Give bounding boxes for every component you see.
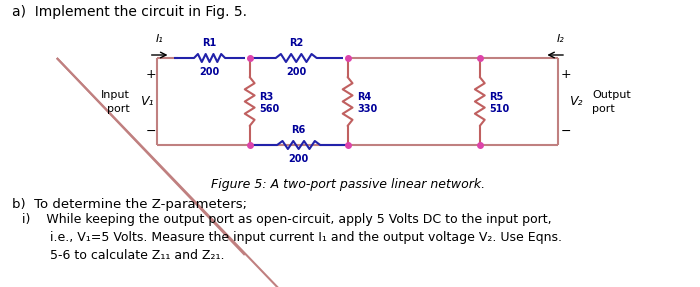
Text: 200: 200	[286, 67, 307, 77]
Text: I₁: I₁	[155, 34, 164, 44]
Text: R2: R2	[289, 38, 303, 48]
Text: R5: R5	[489, 92, 504, 102]
Text: 560: 560	[260, 104, 280, 113]
Text: a)  Implement the circuit in Fig. 5.: a) Implement the circuit in Fig. 5.	[12, 5, 247, 19]
Text: port: port	[592, 104, 615, 115]
Text: b)  To determine the Z-parameters;: b) To determine the Z-parameters;	[12, 198, 247, 211]
Text: V₂: V₂	[569, 95, 582, 108]
Text: 200: 200	[199, 67, 220, 77]
Text: +: +	[561, 67, 571, 80]
Text: +: +	[146, 67, 156, 80]
Text: 200: 200	[288, 154, 309, 164]
Text: −: −	[146, 125, 156, 137]
Text: Input: Input	[100, 90, 130, 100]
Text: R6: R6	[291, 125, 306, 135]
Text: R1: R1	[202, 38, 217, 48]
Text: i)    While keeping the output port as open-circuit, apply 5 Volts DC to the inp: i) While keeping the output port as open…	[22, 213, 561, 262]
Text: 330: 330	[358, 104, 378, 113]
Text: R3: R3	[260, 92, 274, 102]
Text: Figure 5: A two-port passive linear network.: Figure 5: A two-port passive linear netw…	[211, 178, 484, 191]
Text: V₁: V₁	[140, 95, 153, 108]
Text: −: −	[561, 125, 571, 137]
Text: I₂: I₂	[556, 34, 564, 44]
Text: 510: 510	[489, 104, 510, 113]
Text: port: port	[106, 104, 130, 115]
Text: Output: Output	[592, 90, 631, 100]
Text: R4: R4	[358, 92, 372, 102]
